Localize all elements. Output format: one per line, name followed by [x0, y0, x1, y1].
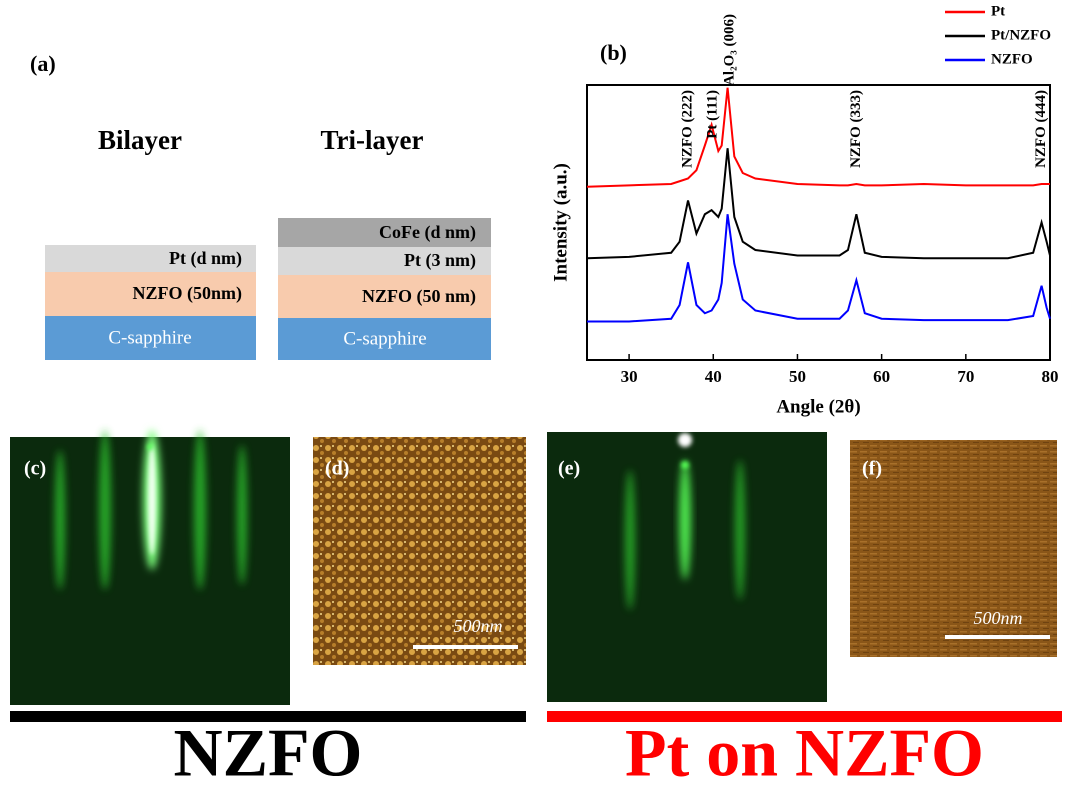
group-label: NZFO — [174, 715, 363, 786]
peak-annotation: NZFO (333) — [848, 90, 864, 168]
panel-label: (d) — [325, 458, 349, 480]
rheed-image — [10, 430, 290, 705]
peak-annotation: NZFO (444) — [1033, 90, 1049, 168]
layer-label: NZFO (50 nm) — [362, 286, 476, 307]
panel-label: (c) — [24, 458, 46, 480]
layer-label: CoFe (d nm) — [379, 222, 476, 243]
x-axis-label: Angle (2θ) — [776, 396, 860, 417]
scale-bar — [413, 645, 518, 649]
series-line — [587, 214, 1050, 321]
group-labels: NZFO Pt on NZFO — [10, 711, 1062, 786]
series-line — [587, 88, 1050, 187]
group-label: Pt on NZFO — [625, 715, 984, 786]
x-tick-label: 70 — [957, 367, 974, 386]
layer-label: Pt (3 nm) — [404, 250, 476, 271]
legend-label: NZFO — [991, 51, 1033, 67]
scale-bar — [945, 635, 1050, 639]
scale-bar-label: 500nm — [454, 616, 503, 636]
stack-title: Tri-layer — [321, 125, 424, 155]
panel-label: (e) — [558, 458, 580, 480]
x-tick-label: 50 — [789, 367, 806, 386]
peak-annotation: Al₂O₃ (006) — [722, 14, 738, 86]
series-line — [587, 148, 1050, 258]
panel-label: (b) — [600, 40, 627, 65]
xrd-chart: 30 40 50 60 70 80 Angle (2θ) Intensity (a.u.) (b… — [550, 3, 1058, 417]
legend-label: Pt/NZFO — [991, 27, 1051, 43]
x-tick-label: 80 — [1042, 367, 1059, 386]
x-tick-label: 60 — [873, 367, 890, 386]
layer-label: C-sapphire — [343, 328, 426, 349]
layer-label: C-sapphire — [108, 327, 191, 348]
figure: (a) Bilayer Tri-layer Pt (d nm) NZFO (50… — [0, 0, 1073, 786]
peak-annotation: NZFO (222) — [679, 90, 695, 168]
rheed-image — [547, 432, 827, 702]
layer-label: NZFO (50nm) — [133, 283, 243, 304]
panel-label: (f) — [862, 458, 882, 480]
peak-annotation: Pt (111) — [705, 90, 721, 139]
x-tick-label: 30 — [621, 367, 638, 386]
stack-title: Bilayer — [98, 125, 182, 155]
layer-label: Pt (d nm) — [169, 248, 242, 269]
scale-bar-label: 500nm — [974, 608, 1023, 628]
panel-label: (a) — [30, 51, 56, 76]
legend-label: Pt — [991, 3, 1005, 19]
x-tick-label: 40 — [705, 367, 722, 386]
y-axis-label: Intensity (a.u.) — [550, 163, 571, 282]
